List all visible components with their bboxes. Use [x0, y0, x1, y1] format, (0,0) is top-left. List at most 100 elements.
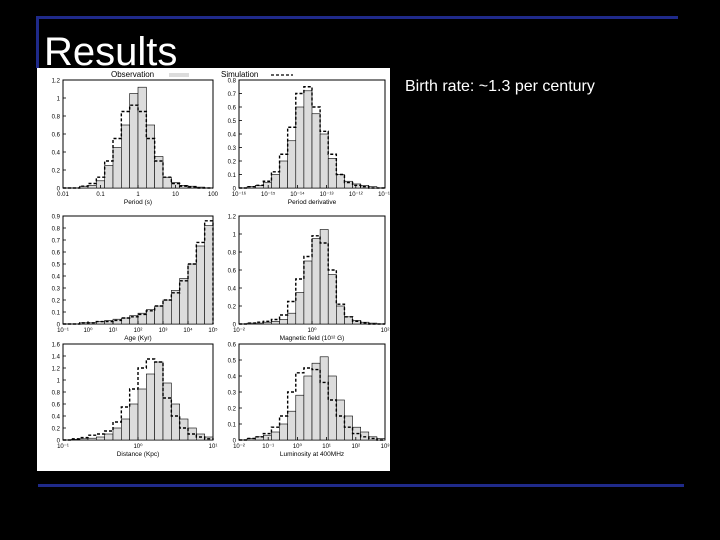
observation-bar — [287, 140, 297, 189]
y-tick-label: 0.6 — [52, 133, 61, 139]
y-tick-label: 0.7 — [52, 239, 61, 245]
observation-bar — [87, 185, 97, 189]
observation-bar — [179, 418, 189, 441]
legend-simulation-label: Simulation — [221, 70, 258, 79]
panel-1: 0 0.2 0.4 0.6 0.8 1 1.2 0.01 0.1 1 10 100 Period (s) — [52, 79, 219, 207]
observation-bar — [295, 106, 305, 189]
panel-3: 0 0.1 0.2 0.3 0.4 0.5 0.6 0.7 0.8 0.9 10⁻¹ 10⁰ 10¹ 10… — [52, 215, 218, 343]
y-tick-label: 0 — [57, 187, 61, 193]
title-rule-left — [36, 16, 39, 68]
observation-bar — [327, 158, 337, 189]
x-tick-label: 10⁰ — [83, 327, 93, 334]
y-tick-label: 1 — [57, 97, 61, 103]
x-axis-label: Distance (Kpc) — [117, 451, 160, 458]
observation-bar — [311, 113, 321, 189]
y-tick-label: 0.8 — [52, 227, 61, 233]
observation-bar — [336, 174, 345, 189]
y-tick-label: 0.3 — [228, 146, 237, 152]
y-tick-label: 0.5 — [228, 119, 237, 125]
x-tick-label: 10⁰ — [307, 327, 317, 334]
panel-2: 0 0.1 0.2 0.3 0.4 0.5 0.6 0.7 0.8 10⁻¹⁶ 10⁻¹⁵ 10⁻¹⁴… — [228, 79, 390, 207]
y-tick-label: 0.6 — [52, 251, 61, 257]
x-tick-label: 10⁻¹⁶ — [232, 191, 247, 198]
y-tick-label: 0.8 — [52, 115, 61, 121]
x-tick-label: 10⁵ — [208, 327, 218, 334]
y-tick-label: 1.4 — [52, 355, 61, 361]
title-rule-top — [38, 16, 678, 19]
y-tick-label: 0 — [233, 323, 237, 329]
observation-bar — [360, 431, 370, 441]
panel-6: 0 0.1 0.2 0.3 0.4 0.5 0.6 10⁻² 10⁻¹ 10⁰ 10¹ 10² 10³ L… — [228, 343, 390, 459]
observation-bar — [279, 160, 288, 189]
y-tick-label: 1.6 — [52, 343, 61, 349]
observation-bar — [154, 156, 164, 189]
simulation-line — [63, 358, 214, 441]
observation-bar — [295, 292, 305, 325]
observation-bar — [311, 362, 321, 441]
y-tick-label: 0.4 — [228, 287, 237, 293]
x-tick-label: 10⁰ — [293, 443, 303, 450]
y-tick-label: 0.8 — [228, 251, 237, 257]
x-tick-label: 10² — [381, 328, 390, 334]
y-tick-label: 0.1 — [228, 173, 237, 179]
observation-bar — [271, 174, 280, 189]
y-tick-label: 0.6 — [228, 343, 237, 349]
observation-bar — [121, 418, 130, 441]
x-tick-label: 10⁻¹¹ — [378, 192, 390, 198]
x-tick-label: 10¹ — [322, 444, 331, 450]
observation-bar — [254, 322, 264, 325]
observation-bar — [311, 238, 321, 325]
observation-bar — [162, 176, 172, 189]
observation-bar — [303, 260, 313, 325]
observation-bar — [303, 375, 313, 441]
x-tick-label: 10⁻¹ — [57, 328, 69, 334]
y-tick-label: 1.2 — [228, 215, 237, 221]
observation-bar — [96, 436, 105, 441]
x-tick-label: 1 — [136, 192, 140, 198]
observation-bar — [336, 399, 345, 441]
observation-bar — [271, 431, 280, 441]
y-tick-label: 0.4 — [52, 151, 61, 157]
observation-bar — [104, 433, 114, 441]
observation-bar — [327, 375, 337, 441]
observation-bar — [154, 305, 164, 325]
y-tick-label: 0 — [233, 439, 237, 445]
y-tick-label: 0.3 — [52, 287, 61, 293]
y-tick-label: 0.7 — [228, 92, 237, 98]
y-tick-label: 1.2 — [52, 367, 61, 373]
observation-bar — [171, 403, 180, 441]
legend-observation-label: Observation — [111, 70, 154, 79]
observation-bar — [129, 93, 139, 189]
x-axis-label: Age (Kyr) — [124, 335, 151, 342]
observation-bar — [112, 147, 122, 189]
observation-bar — [171, 290, 180, 325]
observation-bar — [271, 321, 280, 325]
histogram-figure: 0 0.2 0.4 0.6 0.8 1 1.2 0.01 0.1 1 10 100 Period (s)… — [37, 68, 390, 471]
observation-bar — [104, 165, 114, 189]
x-tick-label: 10³ — [159, 328, 168, 334]
x-tick-label: 10² — [134, 328, 143, 334]
y-tick-label: 0.1 — [228, 423, 237, 429]
observation-bar — [327, 274, 337, 325]
x-tick-label: 10¹ — [109, 328, 118, 334]
y-tick-label: 0.6 — [228, 269, 237, 275]
x-tick-label: 10⁻¹⁴ — [290, 191, 305, 198]
observation-bar — [344, 415, 353, 441]
x-tick-label: 10⁴ — [183, 327, 193, 334]
observation-bar — [137, 86, 147, 189]
observation-bar — [336, 305, 345, 325]
simulation-line — [239, 235, 385, 325]
observation-bar — [287, 410, 297, 441]
legend: Observation Simulation — [111, 70, 293, 79]
observation-bar — [112, 427, 122, 441]
y-tick-label: 0.2 — [52, 427, 61, 433]
x-tick-label: 10⁻¹ — [57, 444, 69, 450]
y-tick-label: 0.4 — [52, 275, 61, 281]
slide-title: Results — [44, 30, 178, 74]
observation-bar — [344, 316, 353, 325]
observation-bar — [279, 319, 288, 325]
x-tick-label: 0.01 — [57, 192, 69, 198]
y-tick-label: 0.8 — [228, 79, 237, 85]
y-tick-label: 0.2 — [52, 169, 61, 175]
x-tick-label: 10 — [172, 192, 179, 198]
